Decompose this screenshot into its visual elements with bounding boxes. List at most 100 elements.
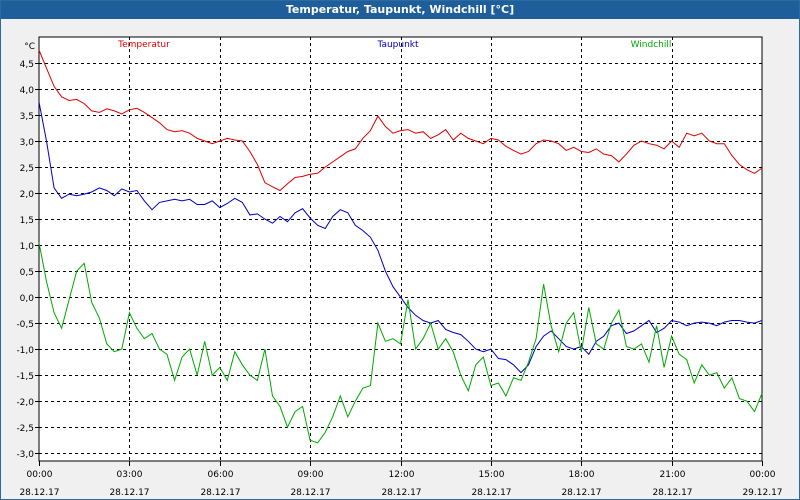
- data-point: [287, 221, 288, 222]
- data-point: [679, 354, 680, 355]
- data-point: [317, 173, 318, 174]
- data-point: [724, 143, 725, 144]
- data-point: [136, 108, 137, 109]
- x-tick-time: 15:00: [479, 470, 505, 480]
- data-point: [724, 388, 725, 389]
- data-point: [54, 312, 55, 313]
- data-point: [430, 138, 431, 139]
- legend-windchill: Windchill: [631, 40, 672, 50]
- data-point: [573, 147, 574, 148]
- data-point: [114, 351, 115, 352]
- data-point: [377, 323, 378, 324]
- data-point: [227, 138, 228, 139]
- x-tick-date: 28.12.17: [471, 488, 511, 498]
- data-point: [739, 398, 740, 399]
- data-point: [656, 145, 657, 146]
- y-tick-label: -2,0: [16, 398, 34, 408]
- data-point: [438, 320, 439, 321]
- data-point: [295, 177, 296, 178]
- data-point: [415, 133, 416, 134]
- data-point: [392, 133, 393, 134]
- data-point: [618, 310, 619, 311]
- data-point: [159, 349, 160, 350]
- data-point: [144, 112, 145, 113]
- data-point: [114, 110, 115, 111]
- data-point: [392, 338, 393, 339]
- data-point: [347, 212, 348, 213]
- data-point: [69, 100, 70, 101]
- data-point: [513, 364, 514, 365]
- y-tick-label: 2,0: [20, 190, 35, 200]
- data-point: [551, 330, 552, 331]
- data-point: [528, 151, 529, 152]
- data-point: [385, 271, 386, 272]
- data-point: [197, 138, 198, 139]
- data-point: [618, 323, 619, 324]
- data-point: [144, 338, 145, 339]
- x-tick-date: 28.12.17: [290, 488, 330, 498]
- data-point: [129, 191, 130, 192]
- data-point: [686, 133, 687, 134]
- data-point: [166, 129, 167, 130]
- data-point: [423, 338, 424, 339]
- data-point: [475, 349, 476, 350]
- data-point: [701, 133, 702, 134]
- data-point: [656, 325, 657, 326]
- data-point: [204, 204, 205, 205]
- data-point: [84, 194, 85, 195]
- data-point: [415, 349, 416, 350]
- data-point: [633, 145, 634, 146]
- data-point: [38, 101, 39, 102]
- data-point: [166, 354, 167, 355]
- y-tick-label: 0,0: [20, 294, 35, 304]
- data-point: [438, 349, 439, 350]
- data-point: [671, 140, 672, 141]
- data-point: [76, 271, 77, 272]
- data-point: [182, 130, 183, 131]
- data-point: [664, 328, 665, 329]
- data-point: [295, 212, 296, 213]
- plot-area: [38, 36, 763, 462]
- data-point: [611, 323, 612, 324]
- data-point: [370, 130, 371, 131]
- data-point: [249, 375, 250, 376]
- data-point: [325, 432, 326, 433]
- data-point: [61, 198, 62, 199]
- data-point: [279, 216, 280, 217]
- data-point: [453, 139, 454, 140]
- data-point: [520, 154, 521, 155]
- x-tick-time: 18:00: [569, 470, 595, 480]
- y-tick-label: 0,5: [20, 268, 34, 278]
- data-point: [566, 346, 567, 347]
- data-point: [611, 155, 612, 156]
- x-tick-time: 12:00: [389, 470, 415, 480]
- window-title: Temperatur, Taupunkt, Windchill [°C]: [1, 1, 799, 19]
- data-point: [694, 323, 695, 324]
- data-point: [129, 109, 130, 110]
- data-point: [633, 349, 634, 350]
- y-tick-label: 4,5: [20, 60, 34, 70]
- data-point: [596, 343, 597, 344]
- data-point: [664, 148, 665, 149]
- data-point: [302, 176, 303, 177]
- data-point: [54, 187, 55, 188]
- data-point: [513, 150, 514, 151]
- data-point: [249, 214, 250, 215]
- data-point: [453, 332, 454, 333]
- y-tick-label: -1,5: [16, 372, 34, 382]
- data-point: [731, 377, 732, 378]
- y-tick-label: -2,5: [16, 424, 34, 434]
- data-point: [84, 103, 85, 104]
- data-point: [505, 359, 506, 360]
- data-point: [731, 155, 732, 156]
- data-point: [302, 208, 303, 209]
- data-point: [61, 328, 62, 329]
- y-tick-label: 1,5: [20, 216, 34, 226]
- data-point: [144, 200, 145, 201]
- data-point: [498, 139, 499, 140]
- data-point: [332, 216, 333, 217]
- data-point: [498, 382, 499, 383]
- data-point: [445, 338, 446, 339]
- data-point: [641, 140, 642, 141]
- data-point: [566, 323, 567, 324]
